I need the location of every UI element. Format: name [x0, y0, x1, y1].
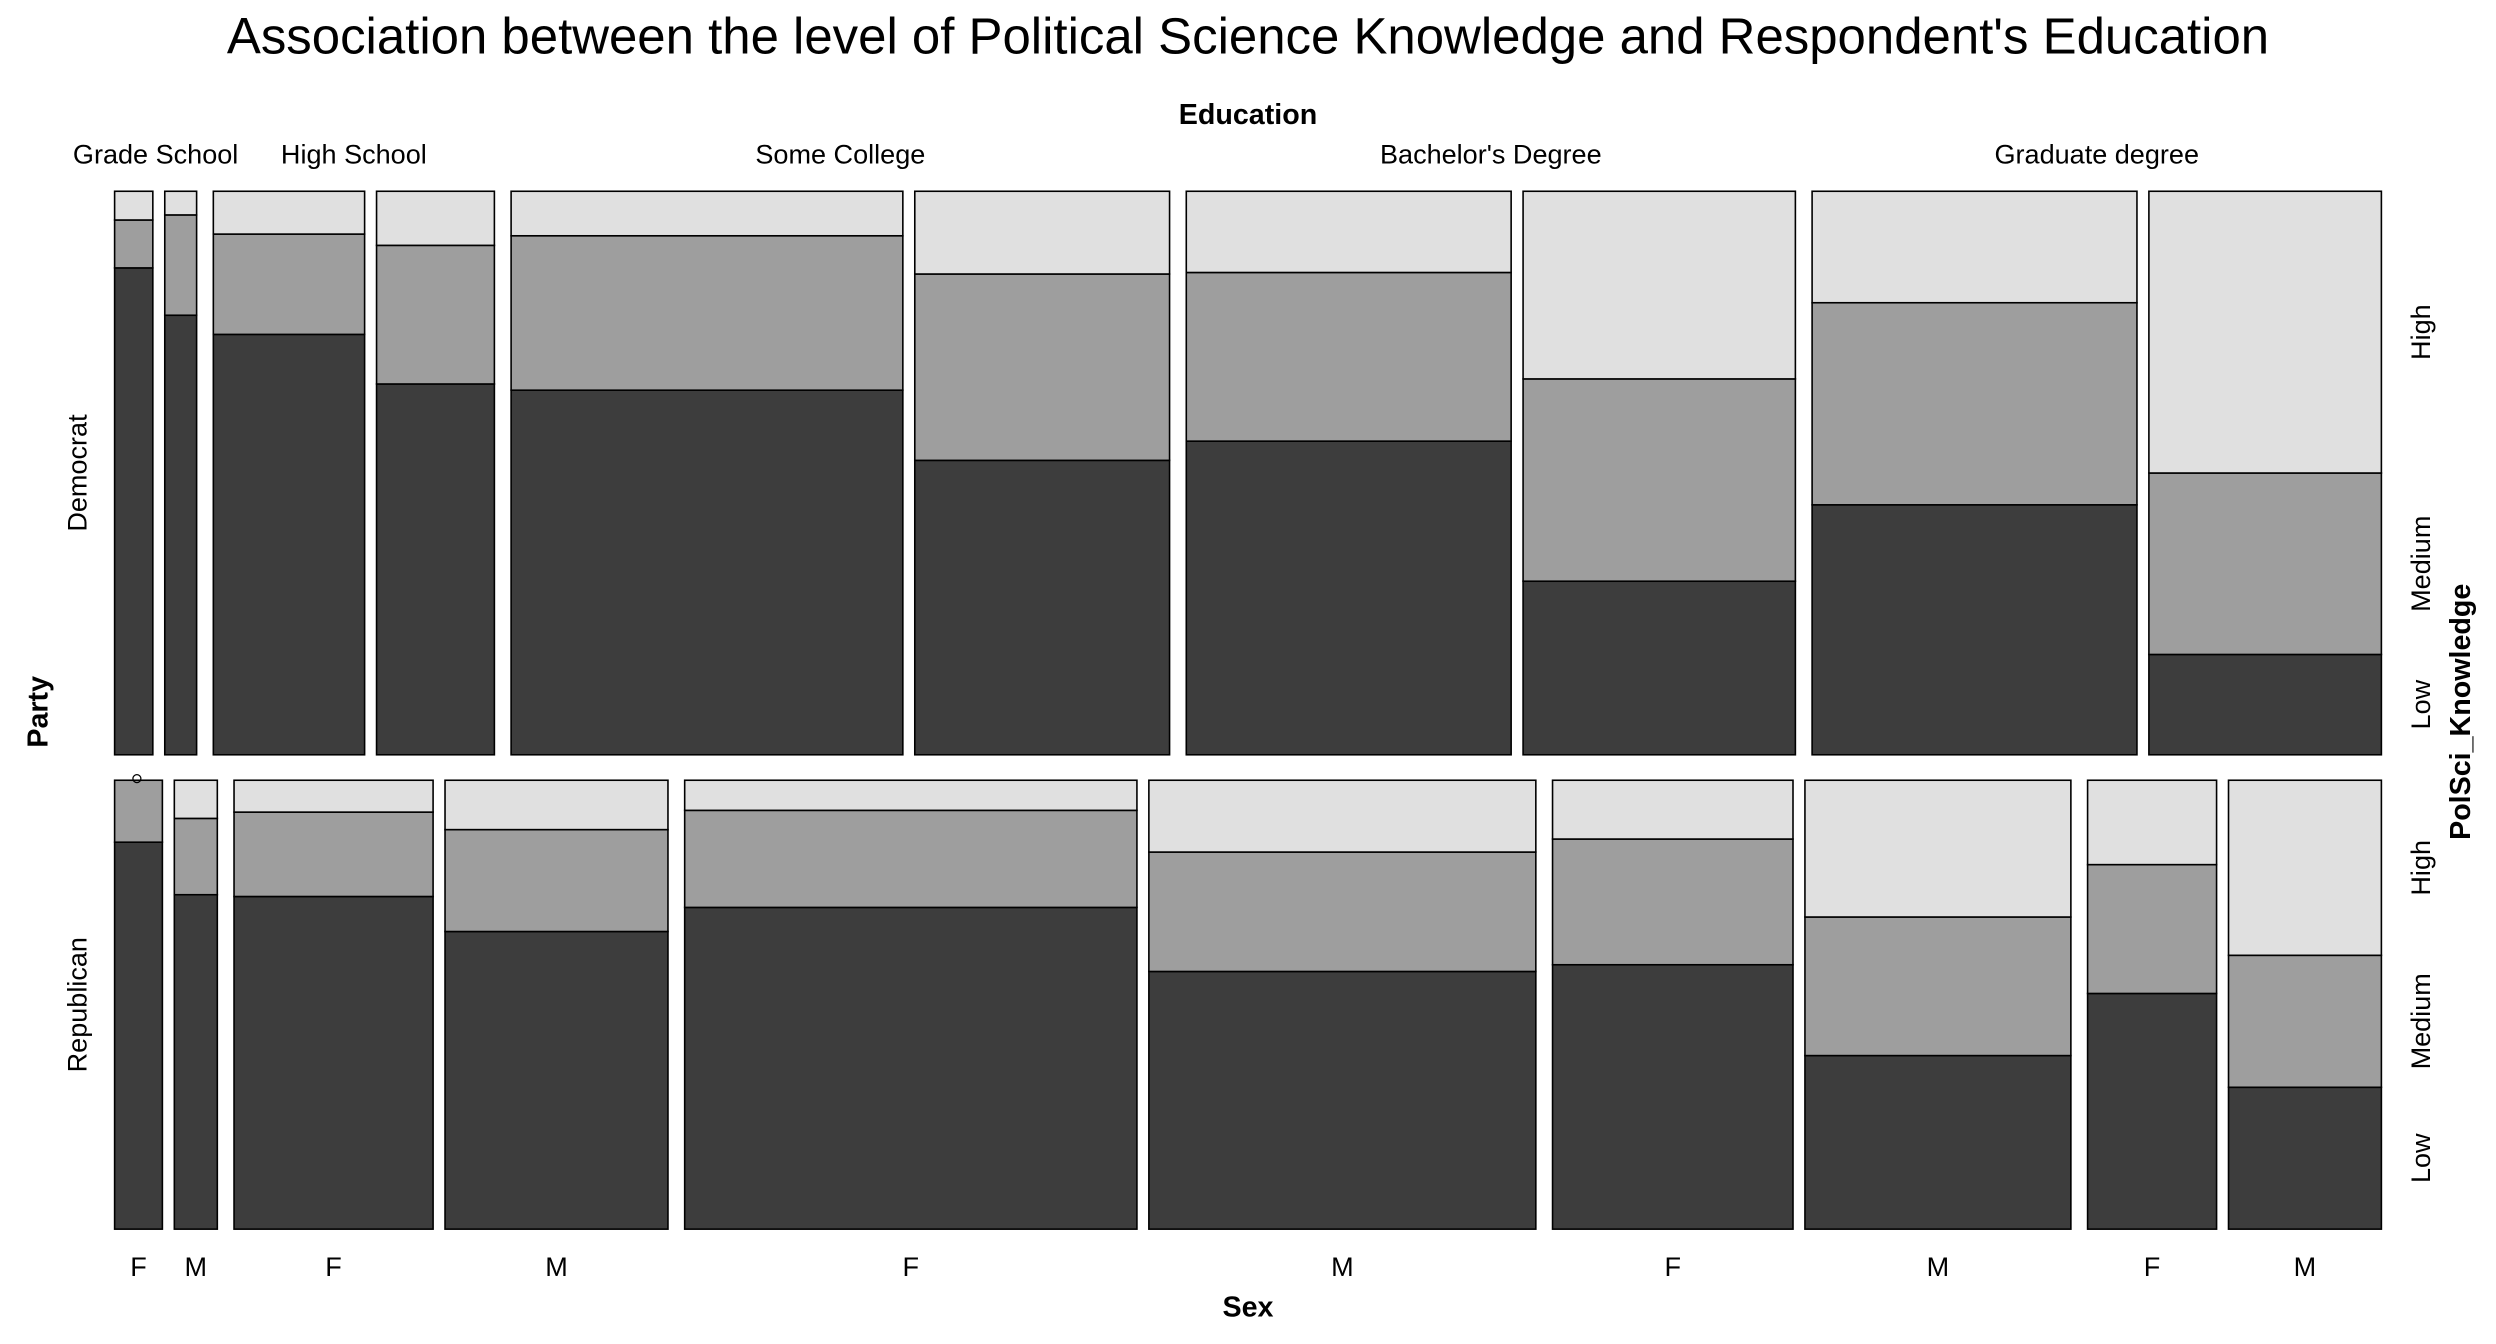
- x2-tick-label: F: [130, 1252, 147, 1282]
- x2-tick-label: M: [2294, 1252, 2317, 1282]
- mosaic-tile: [683, 906, 1138, 1230]
- z-level-label: High: [2406, 304, 2436, 360]
- mosaic-tile: [683, 809, 1138, 909]
- x2-tick-label: M: [1331, 1252, 1354, 1282]
- x-tick-label: High School: [281, 139, 427, 169]
- mosaic-tile: [1804, 779, 2072, 918]
- mosaic-tile: [2148, 653, 2383, 756]
- x2-tick-label: F: [2144, 1252, 2161, 1282]
- mosaic-tile: [163, 214, 198, 317]
- mosaic-tile: [913, 190, 1171, 275]
- mosaic-tile: [444, 930, 669, 1230]
- mosaic-tile: [233, 811, 434, 898]
- mosaic-tile: [1148, 970, 1537, 1230]
- x-tick-label: Bachelor's Degree: [1380, 139, 1602, 169]
- mosaic-tile: [113, 219, 154, 269]
- z-level-label: Low: [2406, 679, 2436, 729]
- mosaic-tile: [510, 389, 904, 756]
- mosaic-tile: [212, 190, 366, 235]
- mosaic-tile: [1551, 838, 1794, 966]
- x2-tick-label: M: [545, 1252, 568, 1282]
- mosaic-tile: [510, 190, 904, 237]
- mosaic-tile: [1185, 271, 1512, 442]
- mosaic-tile: [173, 817, 219, 896]
- x2-tick-label: F: [325, 1252, 342, 1282]
- mosaic-tile: [1185, 190, 1512, 274]
- z-level-label: Low: [2406, 1133, 2436, 1183]
- mosaic-tile: [173, 779, 219, 820]
- mosaic-tile: [212, 333, 366, 756]
- mosaic-tile: [2227, 954, 2383, 1089]
- z-level-label: Medium: [2406, 516, 2436, 612]
- x2-tick-label: M: [1927, 1252, 1950, 1282]
- mosaic-tile: [1551, 779, 1794, 840]
- mosaic-tile: [375, 190, 496, 247]
- x-axis-title: Education: [1179, 99, 1317, 131]
- mosaic-tile: [1811, 301, 2138, 506]
- mosaic-tile: [1522, 378, 1797, 583]
- x2-tick-label: F: [1665, 1252, 1682, 1282]
- mosaic-tile: [2227, 779, 2383, 957]
- mosaic-tile: [1804, 916, 2072, 1057]
- zero-cell-marker: [132, 774, 142, 784]
- mosaic-tile: [163, 314, 198, 756]
- mosaic-tile: [1551, 963, 1794, 1230]
- mosaic-tile: [1148, 851, 1537, 973]
- mosaic-tile: [1811, 190, 2138, 304]
- mosaic-tile: [913, 459, 1171, 756]
- mosaic-tile: [163, 190, 198, 216]
- y-axis-title: Party: [22, 676, 54, 748]
- mosaic-tile: [1522, 190, 1797, 380]
- mosaic-tile: [510, 234, 904, 391]
- mosaic-tile: [233, 895, 434, 1230]
- mosaic-tile: [2227, 1086, 2383, 1230]
- row-label: Republican: [63, 937, 93, 1072]
- mosaic-tile: [913, 273, 1171, 462]
- mosaic-tile: [1522, 580, 1797, 756]
- mosaic-tile: [2148, 472, 2383, 656]
- mosaic-tile: [113, 267, 154, 756]
- x2-tick-label: F: [903, 1252, 920, 1282]
- z-level-label: Medium: [2406, 973, 2436, 1069]
- chart-title: Association between the level of Politic…: [227, 7, 2269, 64]
- mosaic-tile: [375, 244, 496, 385]
- mosaic-tile: [2086, 992, 2218, 1230]
- z-axis-title: PolSci_Knowledge: [2445, 584, 2477, 840]
- mosaic-tile: [444, 828, 669, 933]
- mosaic-tile: [113, 779, 164, 843]
- mosaic-tile: [375, 383, 496, 756]
- x-tick-label: Graduate degree: [1994, 139, 2199, 169]
- mosaic-tile: [683, 779, 1138, 812]
- x-tick-label: Grade School: [73, 139, 238, 169]
- mosaic-tile: [113, 190, 154, 221]
- mosaic-tile: [212, 233, 366, 336]
- mosaic-tile: [2086, 779, 2218, 866]
- mosaic-tile: [233, 779, 434, 813]
- mosaic-tile: [113, 841, 164, 1230]
- x-tick-label: Some College: [755, 139, 925, 169]
- mosaic-tile: [1185, 440, 1512, 756]
- row-label: Democrat: [63, 414, 93, 532]
- mosaic-tile: [1148, 779, 1537, 853]
- mosaic-tile: [2086, 863, 2218, 995]
- mosaic-tile: [1804, 1054, 2072, 1230]
- mosaic-tile: [444, 779, 669, 831]
- x2-axis-title: Sex: [1223, 1291, 1274, 1323]
- mosaic-tile: [2148, 190, 2383, 474]
- x2-tick-label: M: [185, 1252, 208, 1282]
- z-level-label: High: [2406, 840, 2436, 896]
- mosaic-tile: [1811, 504, 2138, 756]
- mosaic-tile: [173, 893, 219, 1230]
